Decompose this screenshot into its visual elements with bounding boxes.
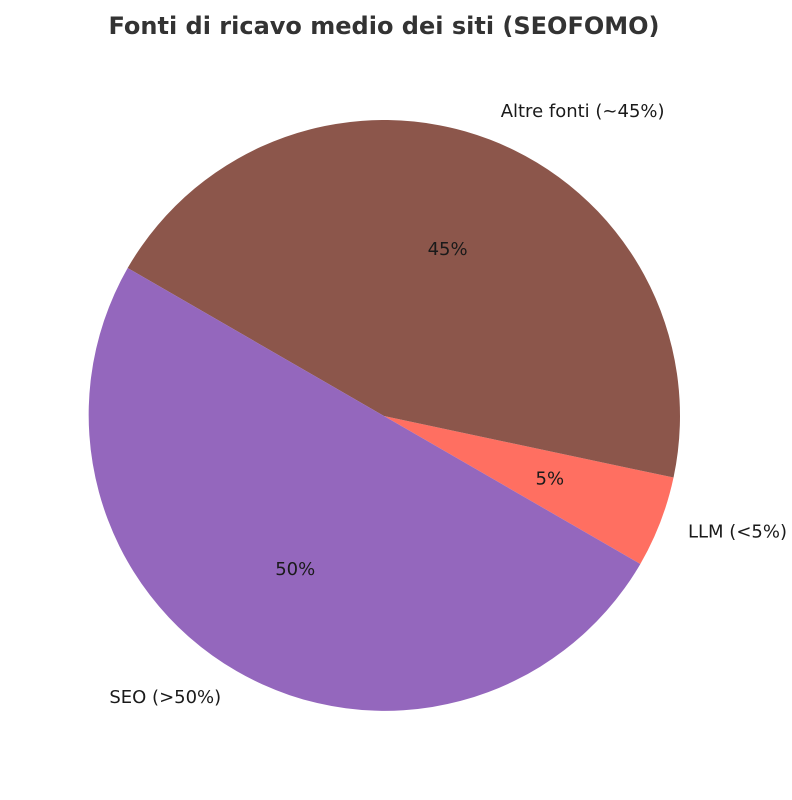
slice-category-label: LLM (<5%) xyxy=(688,522,787,543)
pie-labels: LLM (<5%) 5% Altre fonti (~45%) 45% SEO (>50… xyxy=(109,101,787,708)
pie-slices xyxy=(88,120,680,711)
pie-slice xyxy=(88,268,641,711)
pie-slice xyxy=(384,416,674,564)
pie-slice xyxy=(127,120,680,478)
chart-title: Fonti di ricavo medio dei siti (SEOFOMO) xyxy=(108,12,659,40)
slice-percent-label: 5% xyxy=(536,469,565,490)
slice-category-label: Altre fonti (~45%) xyxy=(501,101,665,122)
slice-percent-label: 50% xyxy=(275,559,315,580)
slice-percent-label: 45% xyxy=(428,239,468,260)
slice-category-label: SEO (>50%) xyxy=(109,687,221,708)
